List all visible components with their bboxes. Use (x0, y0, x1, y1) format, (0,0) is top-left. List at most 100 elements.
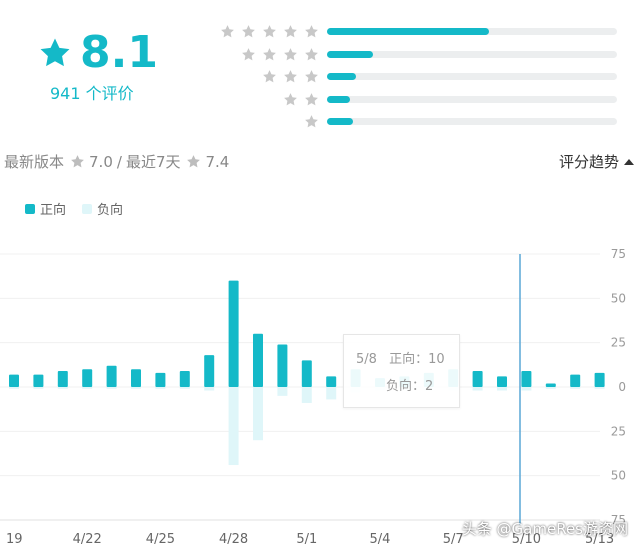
star-icon (304, 24, 319, 39)
y-tick-label: 25 (611, 424, 626, 438)
bar-negative (301, 387, 312, 403)
bar-negative (570, 387, 581, 389)
x-tick-label: 5/4 (370, 532, 391, 547)
bar-negative (228, 387, 239, 466)
distribution-bar (327, 118, 617, 125)
bar-positive (33, 374, 44, 387)
distribution-row-2-star (205, 88, 625, 111)
bar-negative (82, 387, 93, 389)
star-icon (283, 47, 298, 62)
x-tick-label: 5/10 (512, 532, 541, 547)
distribution-stars (256, 69, 319, 84)
bar-negative (106, 387, 117, 389)
legend-negative[interactable]: 负向 (82, 199, 123, 218)
tooltip-positive-label: 正向： (389, 352, 429, 367)
y-tick-label: 75 (611, 247, 626, 261)
distribution-row-3-star (205, 65, 625, 88)
bar-negative (521, 387, 532, 391)
star-icon (241, 24, 256, 39)
bar-negative (472, 387, 483, 391)
chart-legend: 正向 负向 (25, 199, 139, 218)
star-icon (186, 154, 201, 169)
x-tick-label: 5/1 (296, 532, 317, 547)
star-icon (262, 47, 277, 62)
distribution-bar (327, 50, 617, 58)
tooltip-negative-value: 2 (425, 379, 434, 394)
y-tick-label: 50 (611, 469, 626, 483)
version-scores: 最新版本 7.0 / 最近7天 7.4 (4, 151, 229, 172)
bar-positive (9, 374, 19, 387)
tooltip-negative-label: 负向： (386, 379, 426, 394)
bar-positive (277, 344, 288, 387)
bar-negative (57, 387, 68, 389)
bar-negative (204, 387, 215, 391)
distribution-bar-fill (327, 50, 374, 58)
bar-negative (9, 387, 19, 389)
watermark: 头条 @GameRes游资网 (461, 520, 628, 538)
legend-negative-label: 负向 (97, 203, 124, 218)
bar-positive (301, 360, 312, 387)
latest-version-label: 最新版本 (4, 153, 65, 171)
x-tick-label: 4/28 (219, 532, 248, 547)
star-icon (283, 24, 298, 39)
bar-positive (131, 369, 141, 387)
distribution-bar (327, 95, 617, 103)
star-icon (262, 24, 277, 39)
star-icon (70, 154, 85, 169)
bar-positive (106, 365, 117, 387)
distribution-stars (298, 114, 319, 129)
rating-trend-label: 评分趋势 (558, 153, 619, 171)
bar-negative (545, 387, 556, 389)
star-icon (304, 114, 319, 129)
bar-positive (521, 371, 532, 387)
distribution-stars (214, 24, 319, 39)
legend-positive[interactable]: 正向 (25, 199, 66, 218)
star-icon (38, 36, 72, 70)
tooltip-date: 5/8 (356, 352, 377, 367)
bar-positive (472, 371, 483, 387)
chart-tooltip: 5/8 正向：10 负向：2 (343, 334, 460, 408)
rating-trend-toggle[interactable]: 评分趋势 (559, 151, 634, 172)
bar-negative (253, 387, 263, 441)
bar-positive (594, 372, 605, 387)
distribution-bar-fill (327, 73, 356, 80)
distribution-row-4-star (205, 43, 625, 66)
caret-up-icon (624, 158, 634, 165)
y-tick-label: 50 (611, 291, 626, 305)
star-icon (304, 47, 319, 62)
bar-positive (57, 371, 68, 387)
bar-positive (253, 333, 263, 387)
star-icon (304, 69, 319, 84)
bar-negative (277, 387, 288, 396)
tooltip-positive-value: 10 (428, 352, 445, 367)
rating-distribution (205, 20, 625, 133)
star-icon (262, 69, 277, 84)
bar-positive (570, 374, 581, 387)
star-icon (304, 92, 319, 107)
star-icon (283, 92, 298, 107)
bar-positive (155, 372, 166, 387)
latest-version-score: 7.0 (89, 152, 113, 171)
rating-summary: 8.1 (38, 28, 168, 78)
bar-positive (545, 383, 556, 387)
distribution-row-5-star (205, 20, 625, 43)
distribution-bar-fill (327, 95, 351, 103)
y-tick-label: 75 (611, 513, 626, 527)
x-tick-label: 4/22 (73, 532, 102, 547)
average-score: 8.1 (80, 27, 158, 78)
distribution-bar-fill (327, 28, 490, 35)
legend-negative-swatch (82, 203, 93, 214)
rating-trend-chart[interactable]: 75 50 25 0 25 50 75 19 4/22 4/25 4/28 5/1 5/4 5/7 5/10… (0, 240, 640, 549)
bar-negative (594, 387, 605, 389)
x-tick-label: 19 (6, 532, 23, 547)
bar-positive (497, 376, 507, 387)
distribution-stars (277, 92, 319, 107)
bar-negative (131, 387, 141, 389)
distribution-stars (235, 47, 319, 62)
x-tick-label: 4/25 (146, 532, 175, 547)
x-tick-label: 5/7 (443, 532, 464, 547)
bar-positive (179, 371, 190, 387)
star-icon (283, 69, 298, 84)
distribution-bar (327, 28, 617, 35)
bar-negative (33, 387, 44, 389)
